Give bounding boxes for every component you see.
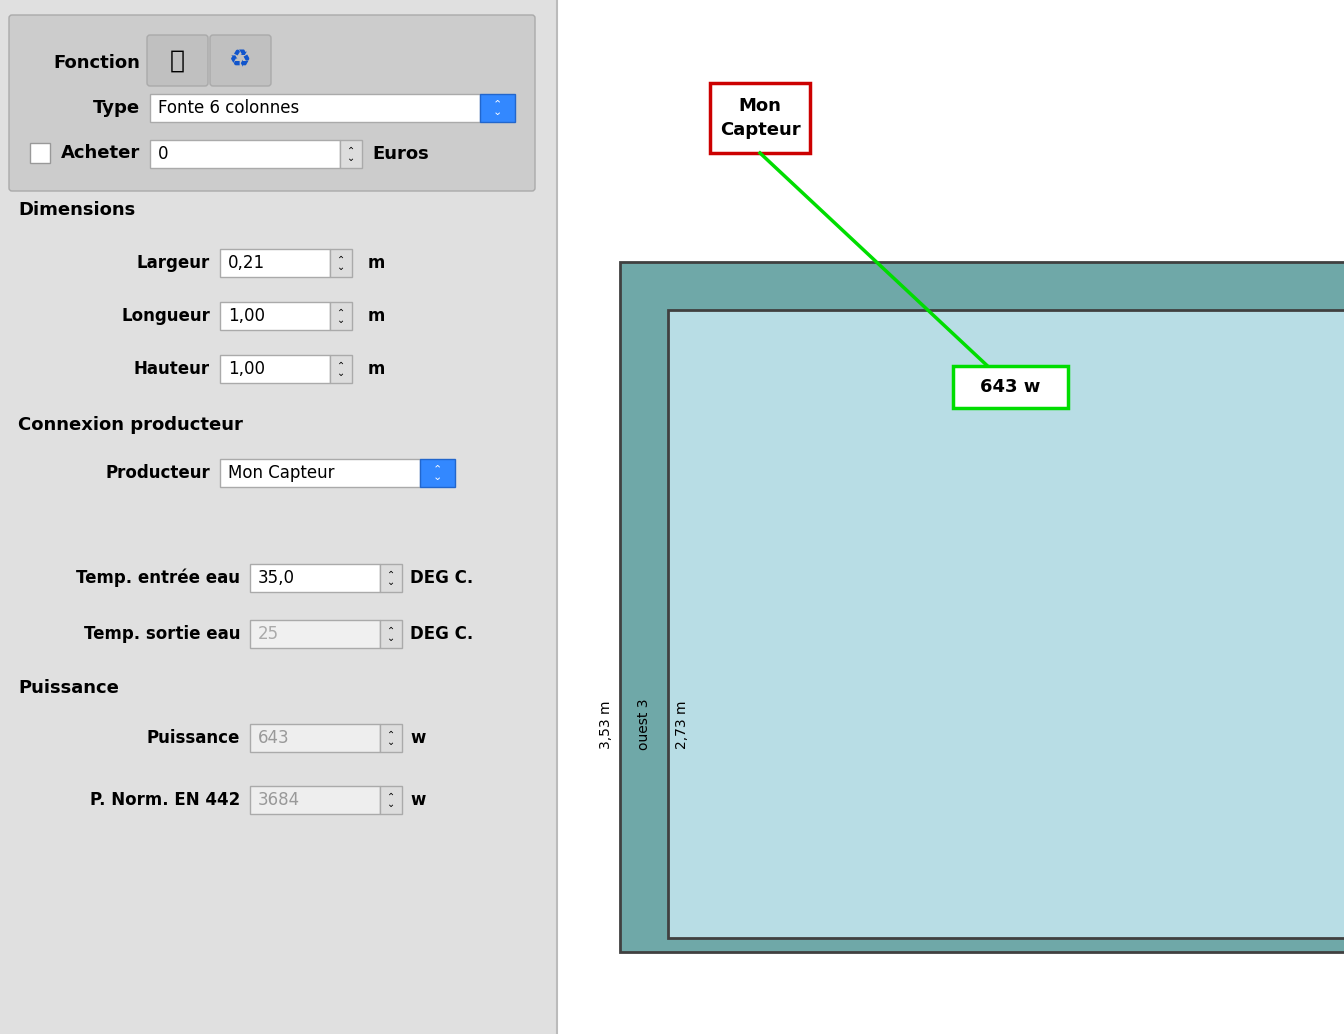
Bar bbox=[331, 249, 352, 277]
Bar bbox=[556, 0, 1344, 1034]
Text: Mon
Capteur: Mon Capteur bbox=[719, 97, 800, 139]
Text: Connexion producteur: Connexion producteur bbox=[17, 416, 243, 434]
Bar bbox=[220, 459, 419, 487]
Text: 25: 25 bbox=[258, 625, 280, 643]
Bar bbox=[380, 786, 402, 814]
Text: ⌃
⌄: ⌃ ⌄ bbox=[387, 791, 395, 809]
Text: DEG C.: DEG C. bbox=[410, 625, 473, 643]
FancyBboxPatch shape bbox=[146, 35, 208, 86]
Text: ♻: ♻ bbox=[230, 49, 251, 72]
FancyBboxPatch shape bbox=[9, 16, 535, 191]
Text: ⌃
⌄: ⌃ ⌄ bbox=[387, 626, 395, 643]
Bar bbox=[220, 249, 331, 277]
Text: Longueur: Longueur bbox=[121, 307, 210, 325]
Text: w: w bbox=[410, 729, 425, 747]
Text: Hauteur: Hauteur bbox=[134, 360, 210, 378]
Text: m: m bbox=[368, 360, 386, 378]
Text: ⌃
⌄: ⌃ ⌄ bbox=[433, 464, 442, 482]
Text: ⌃
⌄: ⌃ ⌄ bbox=[387, 729, 395, 747]
Text: Puissance: Puissance bbox=[17, 679, 118, 697]
Bar bbox=[30, 143, 50, 163]
Bar bbox=[220, 302, 331, 330]
Text: Puissance: Puissance bbox=[146, 729, 241, 747]
Text: 1,00: 1,00 bbox=[228, 360, 265, 378]
Bar bbox=[250, 724, 380, 752]
Text: Acheter: Acheter bbox=[60, 144, 140, 162]
Bar bbox=[620, 262, 1344, 952]
Text: 35,0: 35,0 bbox=[258, 569, 294, 587]
Text: 643 w: 643 w bbox=[980, 378, 1040, 396]
Bar bbox=[480, 94, 515, 122]
Bar bbox=[710, 83, 810, 153]
Bar bbox=[151, 140, 340, 168]
Text: 643: 643 bbox=[258, 729, 289, 747]
Text: ouest 3: ouest 3 bbox=[637, 699, 650, 750]
Text: m: m bbox=[368, 254, 386, 272]
Bar bbox=[668, 310, 1344, 938]
Text: Fonction: Fonction bbox=[54, 54, 140, 72]
Bar bbox=[250, 620, 380, 648]
Text: Temp. sortie eau: Temp. sortie eau bbox=[83, 625, 241, 643]
Text: Dimensions: Dimensions bbox=[17, 201, 136, 219]
Text: Fonte 6 colonnes: Fonte 6 colonnes bbox=[159, 99, 300, 117]
FancyBboxPatch shape bbox=[210, 35, 271, 86]
Bar bbox=[380, 724, 402, 752]
Text: ⌃
⌄: ⌃ ⌄ bbox=[347, 145, 355, 162]
Text: 2,73 m: 2,73 m bbox=[675, 700, 689, 749]
Bar bbox=[953, 366, 1068, 408]
Text: 0: 0 bbox=[159, 145, 168, 163]
Text: Mon Capteur: Mon Capteur bbox=[228, 464, 335, 482]
Text: w: w bbox=[410, 791, 425, 809]
Text: ⌃
⌄: ⌃ ⌄ bbox=[337, 307, 345, 325]
Bar bbox=[380, 564, 402, 592]
Text: ⌃
⌄: ⌃ ⌄ bbox=[337, 254, 345, 272]
Bar bbox=[419, 459, 456, 487]
Bar bbox=[250, 564, 380, 592]
Bar bbox=[220, 355, 331, 383]
Text: DEG C.: DEG C. bbox=[410, 569, 473, 587]
Text: m: m bbox=[368, 307, 386, 325]
Text: ⌃
⌄: ⌃ ⌄ bbox=[337, 360, 345, 377]
Text: Largeur: Largeur bbox=[137, 254, 210, 272]
Bar bbox=[331, 355, 352, 383]
Text: ⌃
⌄: ⌃ ⌄ bbox=[387, 569, 395, 587]
Text: 1,00: 1,00 bbox=[228, 307, 265, 325]
Text: Temp. entrée eau: Temp. entrée eau bbox=[77, 569, 241, 587]
Bar bbox=[340, 140, 362, 168]
Text: 0,21: 0,21 bbox=[228, 254, 265, 272]
Text: Producteur: Producteur bbox=[105, 464, 210, 482]
Text: 🔥: 🔥 bbox=[169, 49, 185, 72]
Text: 3,53 m: 3,53 m bbox=[599, 700, 613, 749]
Text: 3684: 3684 bbox=[258, 791, 300, 809]
Bar bbox=[380, 620, 402, 648]
Text: ⌃
⌄: ⌃ ⌄ bbox=[493, 99, 503, 117]
Text: P. Norm. EN 442: P. Norm. EN 442 bbox=[90, 791, 241, 809]
Bar bbox=[331, 302, 352, 330]
Text: Euros: Euros bbox=[372, 145, 429, 163]
Bar bbox=[250, 786, 380, 814]
Text: Type: Type bbox=[93, 99, 140, 117]
Bar bbox=[151, 94, 480, 122]
